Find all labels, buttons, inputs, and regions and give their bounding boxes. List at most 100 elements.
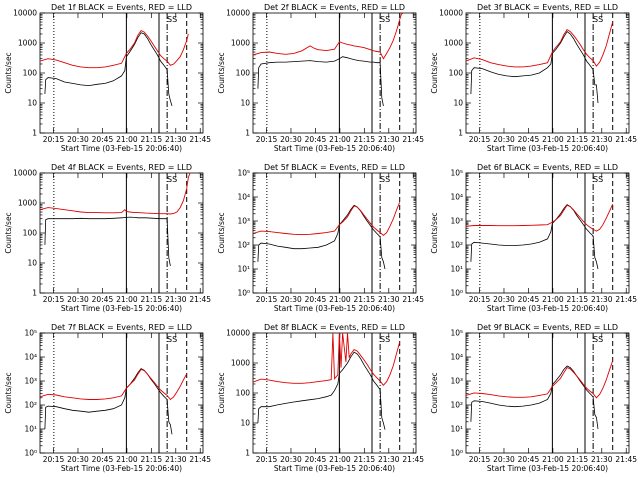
y-tick-label: 100 xyxy=(23,69,38,78)
y-tick-label: 10⁵ xyxy=(24,329,37,338)
plot-frame xyxy=(39,12,204,134)
x-tick-label: 20:45 xyxy=(518,455,540,464)
plot-frame xyxy=(39,172,204,294)
x-tick-label: 20:45 xyxy=(92,455,114,464)
x-tick-label: 20:30 xyxy=(67,295,89,304)
x-tick-label: 20:45 xyxy=(518,295,540,304)
series-events-line xyxy=(470,204,599,270)
y-tick-label: 10⁴ xyxy=(237,193,250,202)
x-tick-label: 20:30 xyxy=(280,135,302,144)
y-tick-label: 10⁰ xyxy=(450,449,463,458)
x-tick-label: 21:00 xyxy=(329,295,351,304)
y-tick-label: 10² xyxy=(450,241,463,250)
series-events-line xyxy=(257,204,386,270)
x-tick-label: 21:45 xyxy=(615,135,637,144)
x-tick-label: 20:15 xyxy=(43,455,65,464)
y-tick-label: 1000 xyxy=(18,199,37,208)
y-axis-label: Counts/sec xyxy=(217,212,226,253)
y-tick-label: 1 xyxy=(32,129,37,138)
y-tick-label: 10 xyxy=(240,99,250,108)
x-tick-label: 20:15 xyxy=(43,135,65,144)
x-tick-label: 21:45 xyxy=(402,455,424,464)
y-tick-label: 10⁴ xyxy=(24,353,37,362)
series-lld-line xyxy=(252,12,404,60)
x-tick-label: 20:45 xyxy=(305,135,327,144)
plot-frame xyxy=(252,332,417,454)
x-tick-label: 20:15 xyxy=(469,135,491,144)
x-tick-label: 21:15 xyxy=(141,455,163,464)
chart-panel-3: Det 3f BLACK = Events, RED = LLD 1 10 100 10… xyxy=(430,3,637,153)
series-lld-line xyxy=(39,368,188,401)
x-tick-label: 21:45 xyxy=(189,455,211,464)
x-tick-label: 21:30 xyxy=(591,295,613,304)
x-tick-label: 21:30 xyxy=(378,135,400,144)
plot-frame xyxy=(465,332,630,454)
y-tick-label: 10⁰ xyxy=(24,449,37,458)
x-axis-label: Start Time (03-Feb-15 20:06:40) xyxy=(487,144,608,153)
y-tick-label: 100 xyxy=(236,69,251,78)
x-tick-label: 21:00 xyxy=(542,295,564,304)
series-events-line xyxy=(470,365,599,430)
chart-title: Det 5f BLACK = Events, RED = LLD xyxy=(264,163,405,172)
y-tick-label: 10 xyxy=(453,99,463,108)
y-axis-label: Counts/sec xyxy=(4,372,13,413)
y-tick-label: 1000 xyxy=(444,39,463,48)
chart-title: Det 8f BLACK = Events, RED = LLD xyxy=(264,323,405,332)
series-events-line xyxy=(257,56,384,106)
x-tick-label: 20:30 xyxy=(280,295,302,304)
marker-label: SS xyxy=(380,15,390,24)
y-tick-label: 10⁵ xyxy=(450,329,463,338)
series-events-line xyxy=(44,368,173,435)
x-tick-label: 20:15 xyxy=(43,295,65,304)
chart-title: Det 4f BLACK = Events, RED = LLD xyxy=(51,163,192,172)
x-tick-label: 21:00 xyxy=(329,135,351,144)
x-tick-label: 20:45 xyxy=(305,455,327,464)
y-axis-label: Counts/sec xyxy=(430,372,439,413)
y-tick-label: 10 xyxy=(27,259,37,268)
x-tick-label: 21:45 xyxy=(189,295,211,304)
x-axis-label: Start Time (03-Feb-15 20:06:40) xyxy=(61,464,182,473)
chart-panel-9: Det 9f BLACK = Events, RED = LLD 10⁰ 10¹ 10… xyxy=(430,323,637,473)
y-tick-label: 1000 xyxy=(231,39,250,48)
chart-title: Det 3f BLACK = Events, RED = LLD xyxy=(477,3,618,12)
marker-label: SS xyxy=(167,335,177,344)
x-tick-label: 20:30 xyxy=(280,455,302,464)
marker-label: SS xyxy=(593,335,603,344)
series-lld-line xyxy=(465,21,614,68)
x-tick-label: 21:15 xyxy=(141,295,163,304)
x-tick-label: 20:15 xyxy=(469,295,491,304)
plot-frame xyxy=(39,332,204,454)
x-tick-label: 21:30 xyxy=(591,455,613,464)
chart-title: Det 2f BLACK = Events, RED = LLD xyxy=(264,3,405,12)
x-tick-label: 20:30 xyxy=(493,135,515,144)
y-tick-label: 10³ xyxy=(450,217,463,226)
x-tick-label: 21:00 xyxy=(542,455,564,464)
y-tick-label: 1 xyxy=(458,129,463,138)
y-tick-label: 10¹ xyxy=(450,265,463,274)
x-tick-label: 21:45 xyxy=(402,295,424,304)
marker-label: SS xyxy=(380,175,390,184)
x-tick-label: 21:30 xyxy=(165,135,187,144)
plot-frame xyxy=(465,172,630,294)
y-tick-label: 100 xyxy=(236,389,251,398)
x-tick-label: 21:45 xyxy=(189,135,211,144)
y-tick-label: 10⁰ xyxy=(450,289,463,298)
x-tick-label: 20:15 xyxy=(256,135,278,144)
y-tick-label: 10³ xyxy=(24,377,37,386)
x-tick-label: 21:00 xyxy=(329,455,351,464)
x-tick-label: 21:45 xyxy=(402,135,424,144)
x-tick-label: 21:30 xyxy=(591,135,613,144)
y-tick-label: 10000 xyxy=(13,9,37,18)
x-tick-label: 20:30 xyxy=(67,135,89,144)
y-tick-label: 10000 xyxy=(226,329,250,338)
series-lld-line xyxy=(465,360,614,399)
series-lld-line xyxy=(39,172,191,215)
chart-title: Det 7f BLACK = Events, RED = LLD xyxy=(51,323,192,332)
y-tick-label: 1000 xyxy=(231,359,250,368)
y-tick-label: 10² xyxy=(237,241,250,250)
chart-panel-5: Det 5f BLACK = Events, RED = LLD 10⁰ 10¹ 10… xyxy=(217,163,424,313)
y-tick-label: 10 xyxy=(27,99,37,108)
x-tick-label: 21:00 xyxy=(116,455,138,464)
y-tick-label: 1 xyxy=(245,129,250,138)
